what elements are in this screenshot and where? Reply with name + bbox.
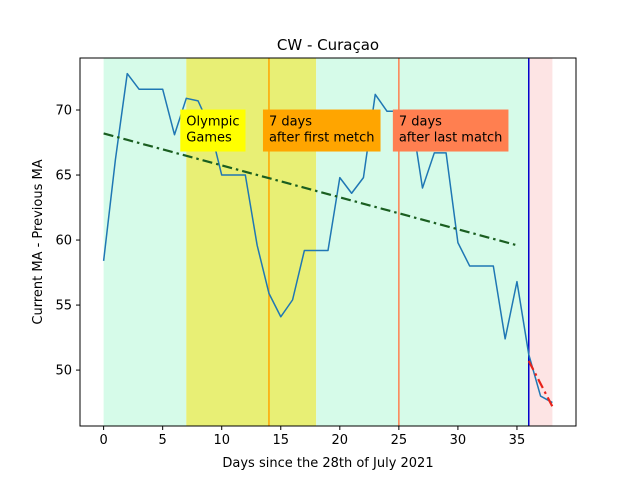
annotation-text-2-0: 7 days xyxy=(399,115,442,130)
shaded-region-0 xyxy=(103,58,187,426)
series-line-0 xyxy=(102,72,553,404)
x-axis-label: Days since the 28th of July 2021 xyxy=(222,456,433,471)
x-tick-label: 5 xyxy=(159,433,167,448)
series-lines xyxy=(102,72,554,407)
y-tick-label: 70 xyxy=(55,104,72,119)
y-tick-label: 60 xyxy=(55,234,72,249)
x-axis-ticks: 0 5 10 15 20 25 30 35 xyxy=(99,426,525,448)
annotation-text-2-1: after last match xyxy=(399,131,503,146)
annotation-text-1-1: after first metch xyxy=(269,131,375,146)
y-axis-label: Current MA - Previous MA xyxy=(31,159,46,324)
annotation-text-0-0: Olympic xyxy=(186,115,239,130)
annotation-box-2 xyxy=(392,109,509,152)
x-tick-label: 25 xyxy=(391,433,408,448)
y-tick-label: 50 xyxy=(55,364,72,379)
y-axis-ticks: 50 55 60 65 70 xyxy=(55,104,80,379)
x-tick-label: 10 xyxy=(213,433,230,448)
series-line-2 xyxy=(527,360,554,407)
plot-frame xyxy=(79,57,577,427)
x-tick-label: 0 xyxy=(99,433,107,448)
x-tick-label: 30 xyxy=(450,433,467,448)
chart-title: CW - Curaçao xyxy=(277,36,379,54)
series-line-1 xyxy=(103,132,518,247)
annotation-text-1-0: 7 days xyxy=(269,115,312,130)
y-tick-label: 55 xyxy=(55,299,72,314)
x-tick-label: 20 xyxy=(332,433,349,448)
annotation-box-1 xyxy=(262,109,381,152)
annotation-box-0 xyxy=(180,109,246,152)
annotation-text-0-1: Games xyxy=(186,131,232,146)
x-tick-label: 15 xyxy=(272,433,289,448)
shaded-region-3 xyxy=(528,58,553,426)
x-tick-label: 35 xyxy=(509,433,526,448)
y-tick-label: 65 xyxy=(55,169,72,184)
